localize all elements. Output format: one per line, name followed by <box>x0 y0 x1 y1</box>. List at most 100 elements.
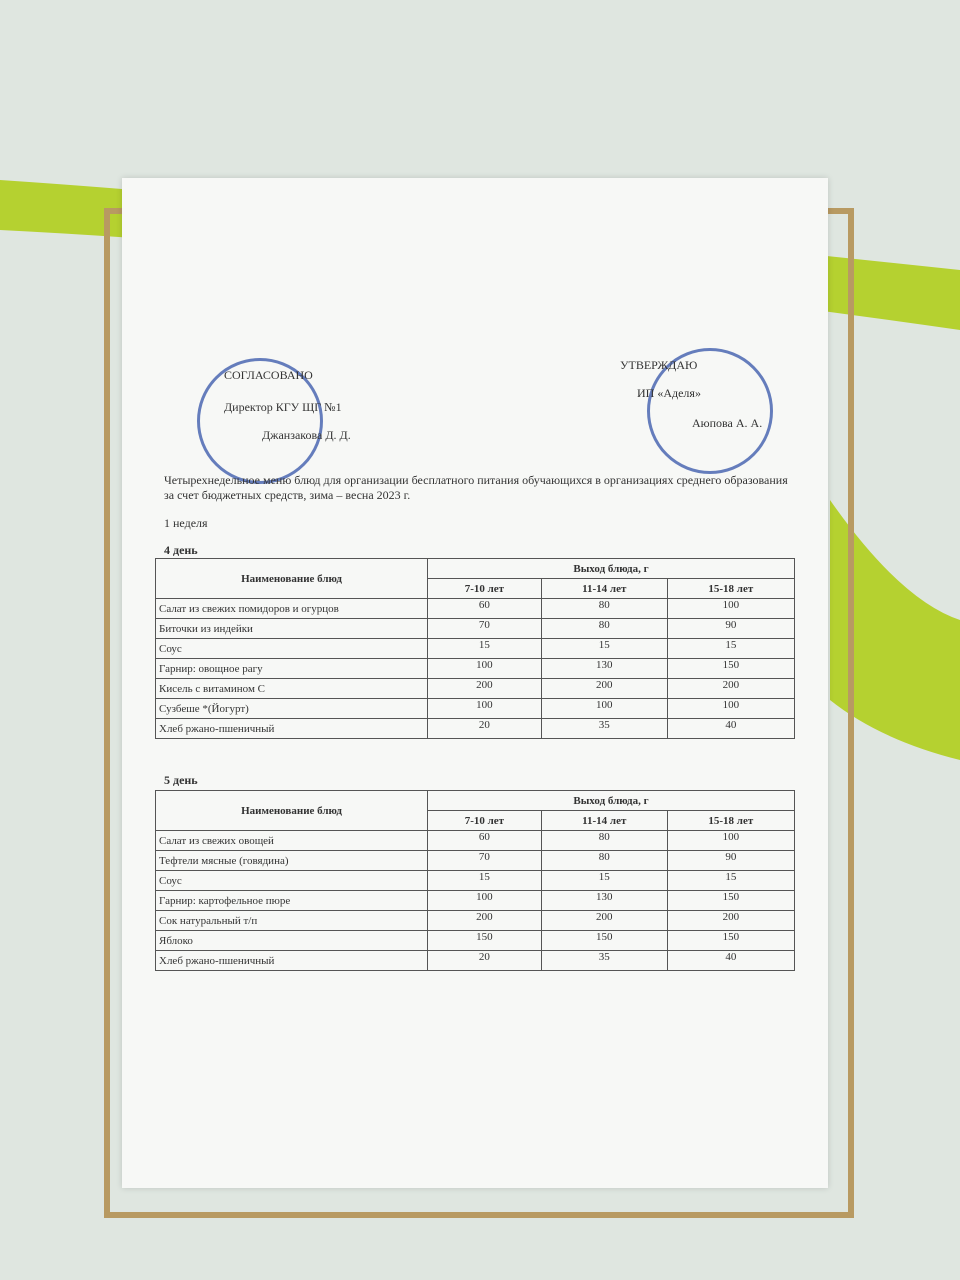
value-cell: 100 <box>666 698 796 719</box>
dish-cell: Сузбеше *(Йогурт) <box>155 698 428 719</box>
dish-cell: Кисель с витамином С <box>155 678 428 699</box>
table-row: Тефтели мясные (говядина) 70 80 90 <box>155 850 796 871</box>
header-row: 7-10 лет 11-14 лет 15-18 лет <box>156 578 796 599</box>
approval-heading: УТВЕРЖДАЮ <box>620 358 698 372</box>
value-cell: 100 <box>427 658 542 679</box>
value-cell: 150 <box>666 930 796 951</box>
value-cell: 100 <box>540 698 668 719</box>
table-row: Сузбеше *(Йогурт) 100 100 100 <box>155 698 796 719</box>
dish-cell: Хлеб ржано-пшеничный <box>155 718 428 739</box>
approval-position: Директор КГУ ЩГ №1 <box>224 400 342 414</box>
approval-heading: СОГЛАСОВАНО <box>224 368 313 382</box>
value-cell: 200 <box>540 678 668 699</box>
value-cell: 80 <box>540 598 668 619</box>
value-cell: 100 <box>427 698 542 719</box>
value-cell: 80 <box>540 850 668 871</box>
table-row: Соус 15 15 15 <box>155 638 796 659</box>
paper: СОГЛАСОВАНО Директор КГУ ЩГ №1 Джанзаков… <box>122 178 828 1188</box>
header-cell: 11-14 лет <box>540 578 668 599</box>
header-cell: 7-10 лет <box>427 578 542 599</box>
dish-cell: Гарнир: картофельное пюре <box>155 890 428 911</box>
table-row: Салат из свежих помидоров и огурцов 60 80 1… <box>155 598 796 619</box>
table-row: Салат из свежих овощей 60 80 100 <box>155 830 796 851</box>
menu-table: Наименование блюд Выход блюда, г 7-10 лет 1… <box>155 790 796 971</box>
dish-cell: Тефтели мясные (говядина) <box>155 850 428 871</box>
dish-cell: Сок натуральный т/п <box>155 910 428 931</box>
table-row: Соус 15 15 15 <box>155 870 796 891</box>
stamp <box>197 358 323 484</box>
header-cell: 7-10 лет <box>427 810 542 831</box>
value-cell: 15 <box>540 870 668 891</box>
menu-table: Наименование блюд Выход блюда, г 7-10 лет 1… <box>155 558 796 739</box>
approval-name: Джанзакова Д. Д. <box>262 428 351 442</box>
value-cell: 100 <box>427 890 542 911</box>
header-cell: Выход блюда, г <box>427 558 795 579</box>
approval-name: Аюпова А. А. <box>692 416 763 430</box>
dish-cell: Соус <box>155 870 428 891</box>
table-row: Яблоко 150 150 150 <box>155 930 796 951</box>
value-cell: 150 <box>427 930 542 951</box>
dish-cell: Биточки из индейки <box>155 618 428 639</box>
value-cell: 150 <box>540 930 668 951</box>
value-cell: 90 <box>666 618 796 639</box>
header-cell: 11-14 лет <box>540 810 668 831</box>
value-cell: 20 <box>427 950 542 971</box>
header-cell: Выход блюда, г <box>427 790 795 811</box>
table-row: Хлеб ржано-пшеничный 20 35 40 <box>155 718 796 739</box>
value-cell: 150 <box>666 658 796 679</box>
value-cell: 60 <box>427 598 542 619</box>
value-cell: 15 <box>540 638 668 659</box>
value-cell: 200 <box>427 910 542 931</box>
dish-cell: Салат из свежих овощей <box>155 830 428 851</box>
value-cell: 20 <box>427 718 542 739</box>
value-cell: 15 <box>427 870 542 891</box>
table-row: Гарнир: картофельное пюре 100 130 150 <box>155 890 796 911</box>
value-cell: 40 <box>666 718 796 739</box>
header-cell: 15-18 лет <box>666 810 796 831</box>
table-row: Сок натуральный т/п 200 200 200 <box>155 910 796 931</box>
value-cell: 100 <box>666 830 796 851</box>
approval-position: ИП «Аделя» <box>637 386 701 400</box>
week-label: 1 неделя <box>164 516 208 530</box>
day-label: 5 день <box>164 773 198 787</box>
menu-title: Четырехнедельное меню блюд для организац… <box>164 473 788 502</box>
value-cell: 200 <box>540 910 668 931</box>
value-cell: 130 <box>540 890 668 911</box>
dish-cell: Хлеб ржано-пшеничный <box>155 950 428 971</box>
value-cell: 200 <box>427 678 542 699</box>
value-cell: 80 <box>540 618 668 639</box>
table-row: Хлеб ржано-пшеничный 20 35 40 <box>155 950 796 971</box>
header-cell: Наименование блюд <box>155 790 428 831</box>
stamp <box>647 348 773 474</box>
value-cell: 70 <box>427 618 542 639</box>
value-cell: 150 <box>666 890 796 911</box>
header-row: Наименование блюд Выход блюда, г <box>155 558 795 599</box>
table-row: Биточки из индейки 70 80 90 <box>155 618 796 639</box>
value-cell: 35 <box>540 718 668 739</box>
dish-cell: Гарнир: овощное рагу <box>155 658 428 679</box>
value-cell: 15 <box>666 870 796 891</box>
value-cell: 130 <box>540 658 668 679</box>
value-cell: 70 <box>427 850 542 871</box>
value-cell: 60 <box>427 830 542 851</box>
dish-cell: Соус <box>155 638 428 659</box>
value-cell: 35 <box>540 950 668 971</box>
value-cell: 90 <box>666 850 796 871</box>
header-cell: Наименование блюд <box>155 558 428 599</box>
value-cell: 40 <box>666 950 796 971</box>
value-cell: 15 <box>666 638 796 659</box>
stripe <box>830 500 960 760</box>
dish-cell: Салат из свежих помидоров и огурцов <box>155 598 428 619</box>
value-cell: 15 <box>427 638 542 659</box>
value-cell: 80 <box>540 830 668 851</box>
table-row: Кисель с витамином С 200 200 200 <box>155 678 796 699</box>
dish-cell: Яблоко <box>155 930 428 951</box>
header-cell: 15-18 лет <box>666 578 796 599</box>
value-cell: 100 <box>666 598 796 619</box>
header-row: Наименование блюд Выход блюда, г <box>155 790 795 831</box>
value-cell: 200 <box>666 678 796 699</box>
day-label: 4 день <box>164 543 198 557</box>
table-row: Гарнир: овощное рагу 100 130 150 <box>155 658 796 679</box>
value-cell: 200 <box>666 910 796 931</box>
